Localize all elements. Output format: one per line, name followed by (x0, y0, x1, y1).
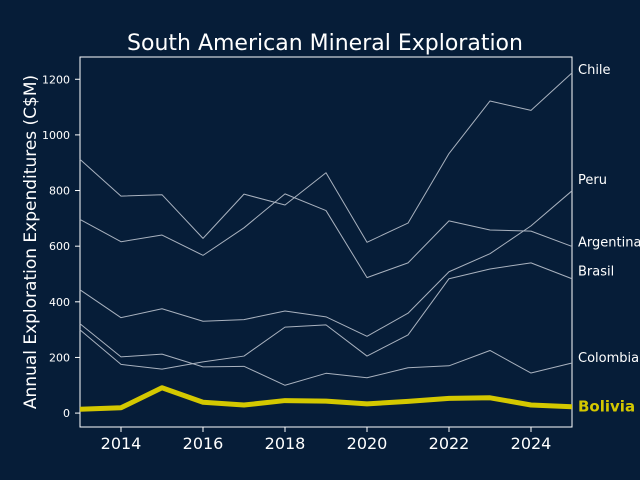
series-line-argentina (79, 193, 573, 279)
y-tick-label: 1200 (42, 73, 70, 86)
series-label-argentina: Argentina (578, 235, 640, 250)
series-label-brasil: Brasil (578, 265, 614, 280)
y-tick-label: 600 (49, 240, 70, 253)
x-tick-label: 2016 (183, 434, 224, 453)
y-tick-label: 400 (49, 296, 70, 309)
x-tick-label: 2014 (101, 434, 142, 453)
series-label-bolivia: Bolivia (578, 398, 635, 416)
y-tick-label: 0 (63, 407, 70, 420)
y-tick-label: 1000 (42, 129, 70, 142)
series-label-colombia: Colombia (578, 351, 639, 366)
series-label-peru: Peru (578, 173, 607, 188)
x-tick-label: 2018 (265, 434, 306, 453)
y-axis: 0 200 400 600 800 1000 1200 (42, 73, 80, 420)
series-line-bolivia (79, 385, 573, 412)
series-labels: Chile Peru Argentina Brasil Colombia Bolivia (578, 63, 640, 416)
chart-title: South American Mineral Exploration (127, 31, 523, 56)
series-line-chile (79, 72, 573, 243)
series-lines (79, 72, 573, 412)
x-tick-label: 2022 (429, 434, 470, 453)
series-line-colombia (79, 323, 573, 386)
series-line-peru (79, 190, 573, 337)
y-tick-label: 200 (49, 351, 70, 364)
plot-area (79, 56, 573, 428)
x-axis: 2014 2016 2018 2020 2022 2024 (101, 427, 552, 453)
x-tick-label: 2024 (511, 434, 552, 453)
series-line-brasil (79, 262, 573, 370)
y-tick-label: 800 (49, 185, 70, 198)
y-axis-label: Annual Exploration Expenditures (C$M) (21, 75, 41, 409)
x-tick-label: 2020 (347, 434, 388, 453)
series-label-chile: Chile (578, 63, 611, 78)
